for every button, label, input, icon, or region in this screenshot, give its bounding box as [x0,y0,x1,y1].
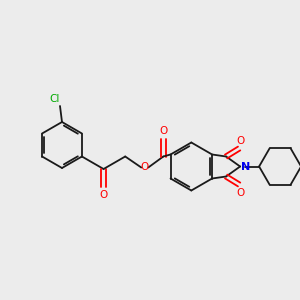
Text: O: O [140,163,148,172]
Text: O: O [236,188,244,197]
Text: O: O [236,136,244,146]
Text: Cl: Cl [50,94,60,104]
Text: O: O [159,125,167,136]
Text: N: N [241,161,250,172]
Text: O: O [99,190,108,200]
